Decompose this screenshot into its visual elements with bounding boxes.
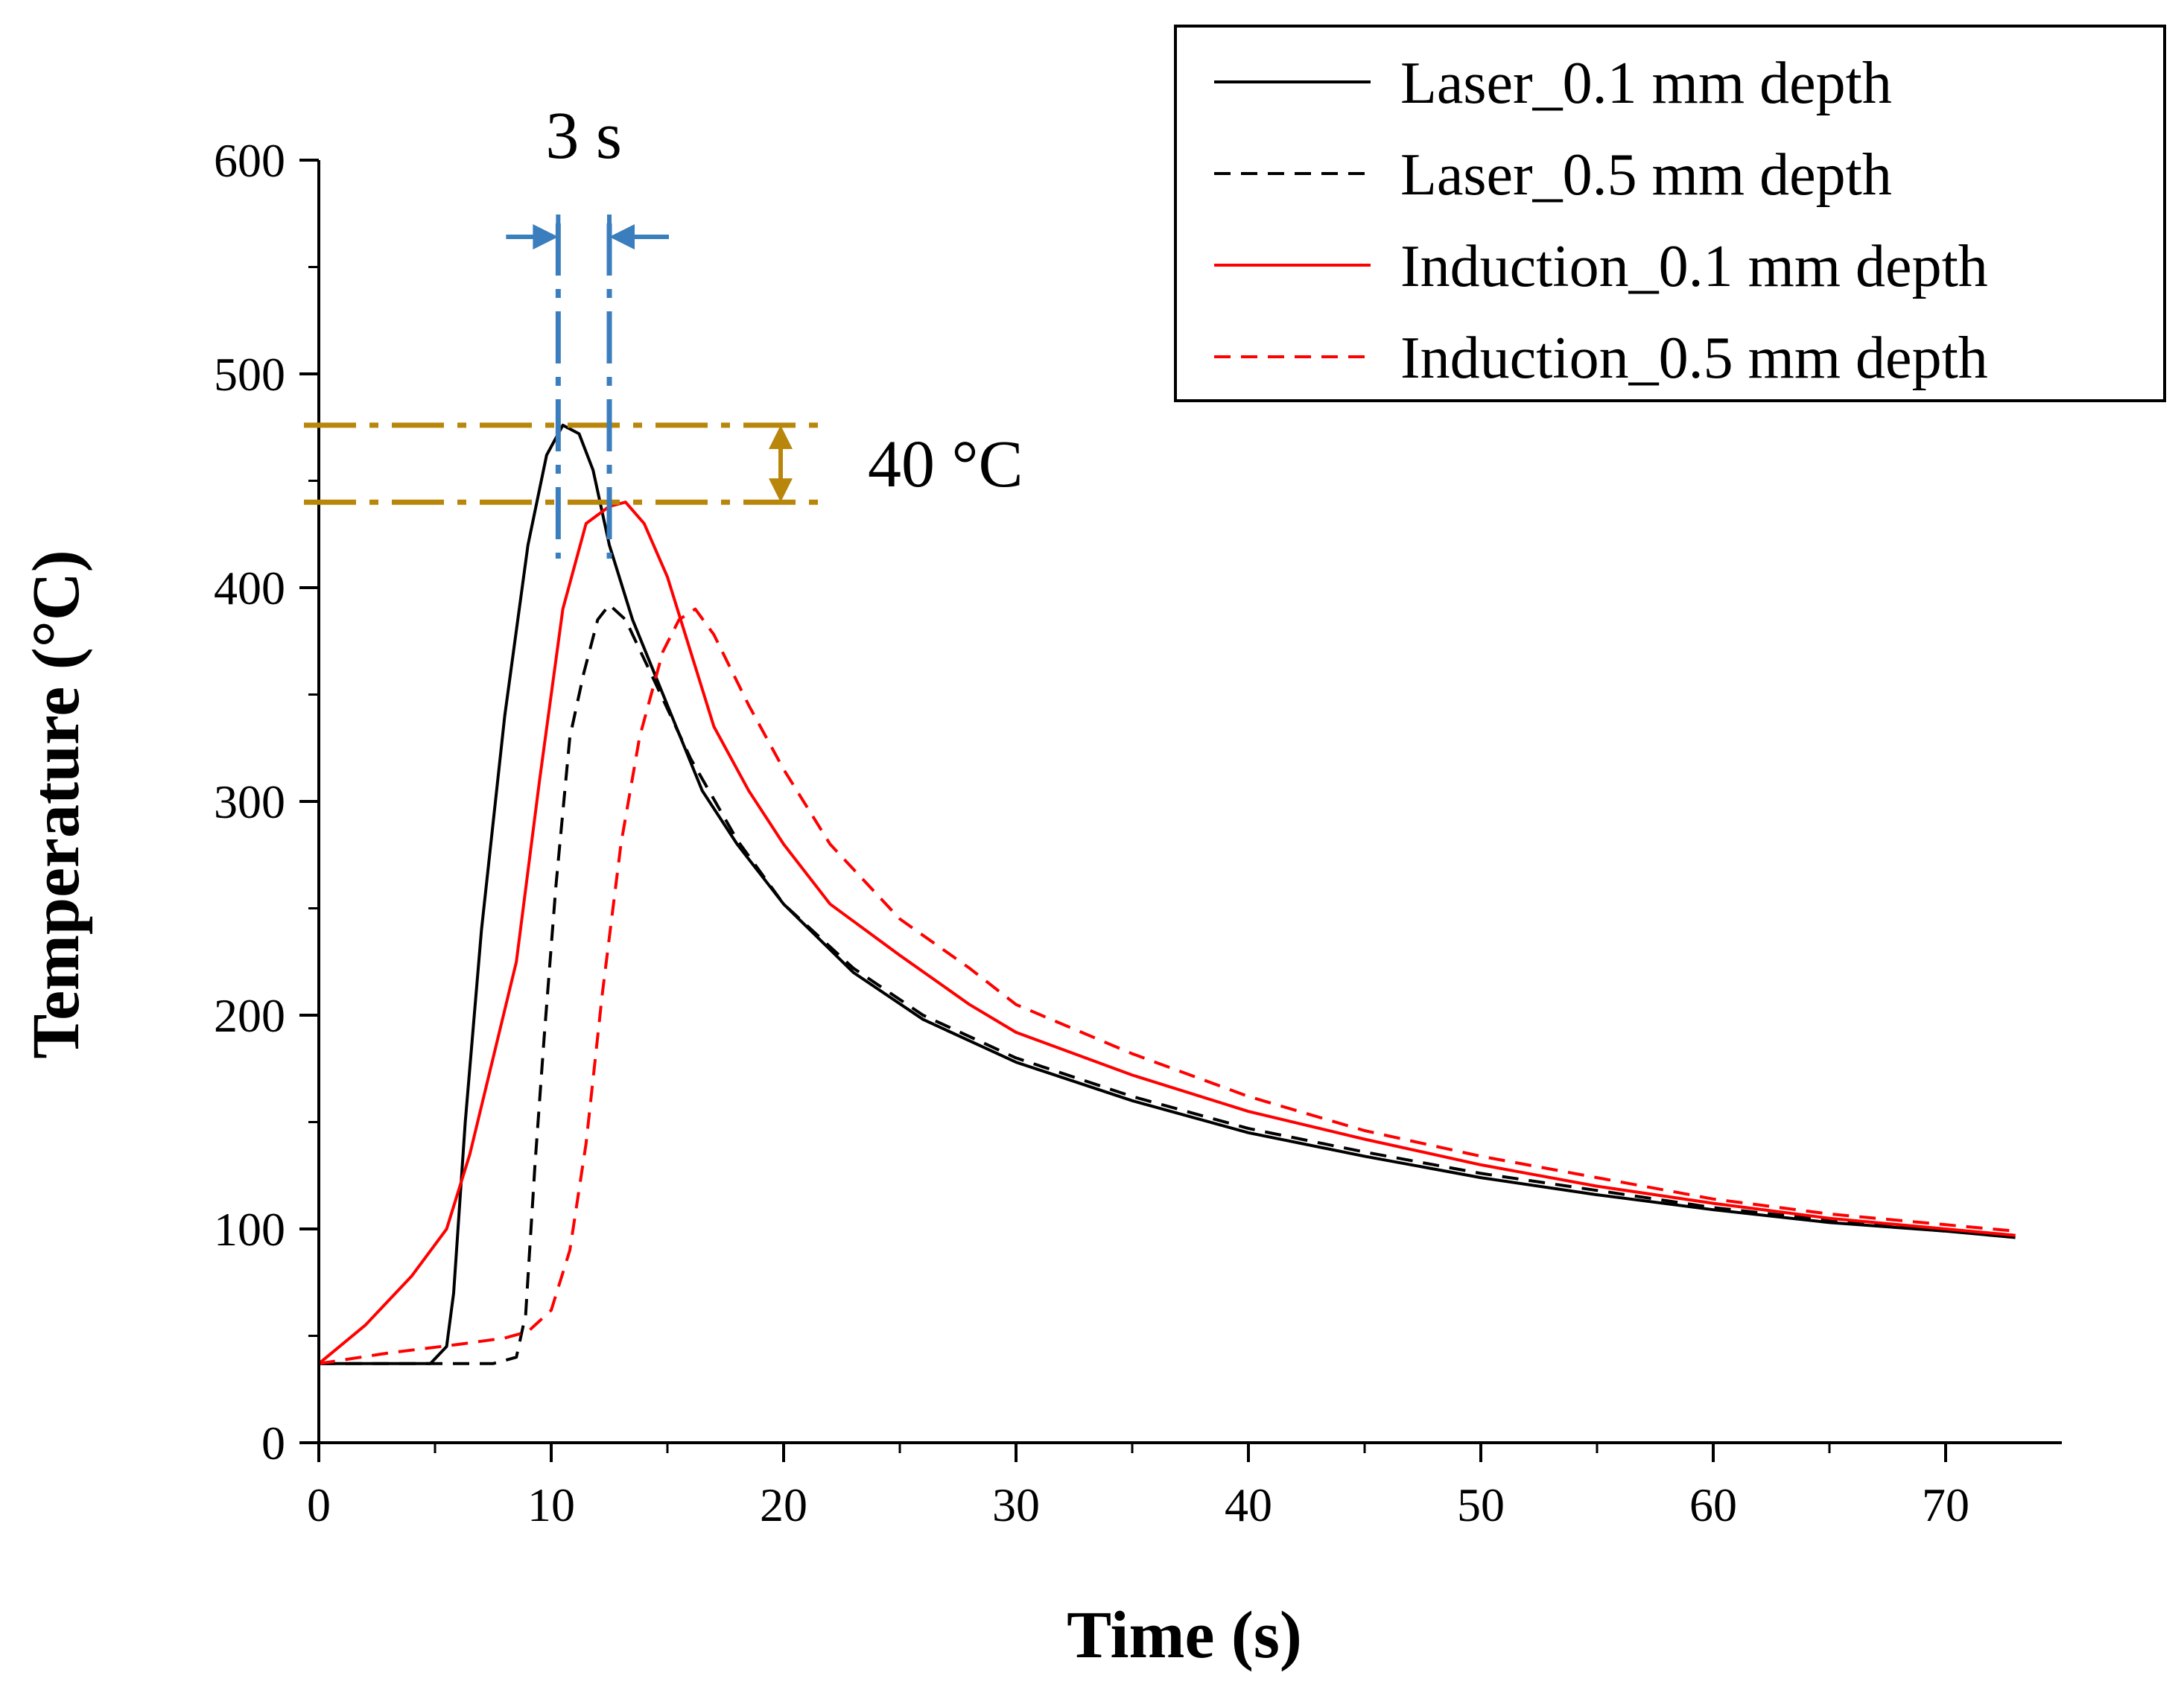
- y-tick-label: 400: [214, 562, 285, 614]
- x-tick-label: 40: [1225, 1478, 1272, 1531]
- x-tick-label: 0: [307, 1478, 331, 1531]
- x-tick-label: 50: [1457, 1478, 1505, 1531]
- series-line-4: [318, 607, 2016, 1365]
- axes: 0 10 20 30 40 50 60 70 0 100 200 300 400 500 600: [214, 134, 2062, 1531]
- legend-box: [1174, 25, 2166, 402]
- y-tick-label: 500: [214, 348, 285, 401]
- x-tick-label: 20: [760, 1478, 807, 1531]
- time-span-arrowhead-left: [533, 224, 559, 250]
- y-tick-label: 0: [261, 1417, 285, 1470]
- series-line-3: [317, 501, 2016, 1365]
- legend-label-4: Induction_0.5 mm depth: [1400, 325, 1988, 391]
- x-tick-label: 60: [1689, 1478, 1737, 1531]
- temp-span-arrowhead-bottom: [769, 478, 793, 503]
- series-line-2: [319, 603, 2016, 1365]
- series-line-1: [319, 423, 2016, 1365]
- plot-area: [317, 423, 2016, 1365]
- legend-label-2: Laser_0.5 mm depth: [1400, 142, 1892, 208]
- legend-label-3: Induction_0.1 mm depth: [1400, 234, 1988, 299]
- y-tick-label: 600: [214, 134, 285, 187]
- x-tick-label: 70: [1922, 1478, 1969, 1531]
- time-span-arrowhead-right: [609, 224, 635, 250]
- time-span-label: 3 s: [545, 99, 622, 173]
- x-tick-label: 10: [527, 1478, 575, 1531]
- temp-span-label: 40 °C: [868, 428, 1023, 501]
- x-axis-title: Time (s): [1067, 1598, 1302, 1672]
- legend-label-1: Laser_0.1 mm depth: [1400, 51, 1892, 116]
- y-tick-label: 200: [214, 989, 285, 1042]
- y-axis-title: Temperature (°C): [19, 550, 93, 1058]
- temp-span-arrowhead-top: [769, 425, 793, 449]
- y-tick-label: 100: [214, 1203, 285, 1256]
- x-tick-label: 30: [992, 1478, 1040, 1531]
- legend: Laser_0.1 mm depth Laser_0.5 mm depth Indu…: [1174, 25, 2166, 402]
- annotations: 40 °C 3 s: [304, 99, 1023, 559]
- y-tick-label: 300: [214, 775, 285, 828]
